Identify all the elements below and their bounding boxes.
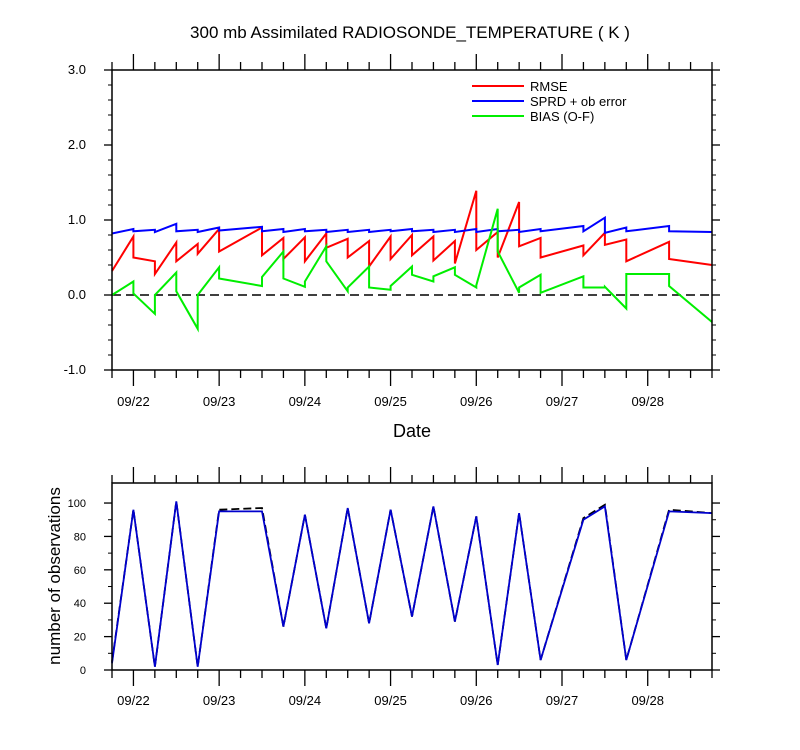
series-line-observations-assimilated: [111, 501, 713, 667]
y-axis-label: number of observations: [45, 487, 64, 665]
y-tick-label: 0.0: [68, 287, 86, 302]
y-tick-label: 2.0: [68, 137, 86, 152]
y-tick-label: 40: [74, 598, 86, 610]
y-tick-label: 60: [74, 565, 86, 577]
legend-label-rmse: RMSE: [530, 79, 568, 94]
x-tick-label: 09/26: [460, 394, 493, 409]
x-axis-label: Date: [393, 421, 431, 441]
y-tick-label: 20: [74, 632, 86, 644]
y-tick-label: 3.0: [68, 62, 86, 77]
top-panel: 300 mb Assimilated RADIOSONDE_TEMPERATUR…: [64, 23, 720, 441]
legend-label-bias-o-f: BIAS (O-F): [530, 109, 594, 124]
x-tick-label: 09/27: [546, 394, 579, 409]
x-tick-label: 09/25: [374, 394, 407, 409]
bottom-panel: 0 20 40 60 80 100 09/22 09/23 09/24 09/25 09/26 09/…: [45, 467, 720, 708]
series-line-bias-o-f: [111, 208, 713, 333]
y-tick-label: 100: [68, 498, 86, 510]
x-tick-label: 09/28: [631, 693, 664, 708]
x-tick-label: 09/28: [631, 394, 664, 409]
x-tick-label: 09/26: [460, 693, 493, 708]
x-tick-label: 09/23: [203, 394, 236, 409]
x-tick-label: 09/24: [289, 394, 322, 409]
series-line-sprd-ob-error: [111, 215, 713, 235]
x-tick-label: 09/22: [117, 693, 150, 708]
x-tick-label: 09/24: [289, 693, 322, 708]
y-tick-label: 1.0: [68, 212, 86, 227]
x-tick-label: 09/22: [117, 394, 150, 409]
x-tick-label: 09/27: [546, 693, 579, 708]
x-tick-label: 09/25: [374, 693, 407, 708]
legend-label-sprd-ob-error: SPRD + ob error: [530, 94, 627, 109]
x-tick-label: 09/23: [203, 693, 236, 708]
chart-title: 300 mb Assimilated RADIOSONDE_TEMPERATUR…: [190, 23, 630, 42]
y-tick-label: 0: [80, 665, 86, 677]
y-tick-label: 80: [74, 531, 86, 543]
series-line-rmse: [111, 190, 713, 278]
top-plot-frame: [111, 69, 713, 371]
y-tick-label: -1.0: [64, 362, 86, 377]
